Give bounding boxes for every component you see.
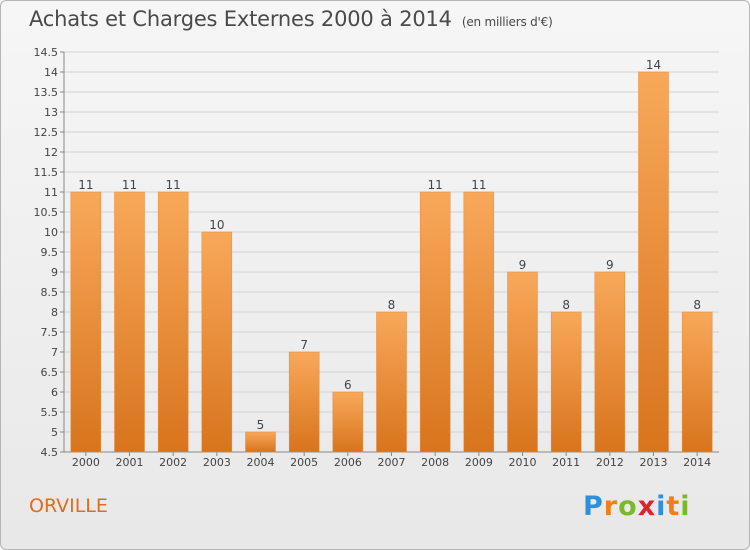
data-label-2014: 8 — [693, 298, 701, 312]
bar-2002 — [157, 191, 189, 453]
x-tick-label-2013: 2013 — [640, 456, 668, 469]
y-tick-label: 6.5 — [41, 366, 59, 379]
bar-2001 — [114, 191, 145, 453]
x-tick-label-2002: 2002 — [159, 456, 187, 469]
logo-letter: x — [637, 491, 657, 522]
chart-title: Achats et Charges Externes 2000 à 2014 — [29, 7, 452, 31]
data-label-2007: 8 — [388, 298, 396, 312]
bar-2004 — [245, 431, 276, 453]
logo-letter: o — [618, 491, 638, 522]
x-tick-label-2000: 2000 — [72, 456, 100, 469]
data-label-2004: 5 — [257, 418, 265, 432]
y-tick-label: 7 — [51, 346, 58, 359]
x-tick-label-2004: 2004 — [247, 456, 275, 469]
bar-2005 — [288, 351, 320, 453]
bar-2009 — [463, 191, 495, 453]
x-tick-label-2005: 2005 — [290, 456, 318, 469]
x-tick-label-2007: 2007 — [378, 456, 406, 469]
y-tick-label: 8.5 — [41, 286, 59, 299]
y-tick-label: 4.5 — [41, 446, 59, 459]
bar-2000 — [70, 191, 102, 453]
y-tick-label: 13 — [44, 106, 58, 119]
bar-2012 — [594, 271, 626, 453]
y-tick-label: 8 — [51, 306, 58, 319]
logo-letter: r — [603, 491, 619, 522]
data-label-2003: 10 — [209, 218, 224, 232]
bar-2013 — [638, 71, 669, 453]
y-tick-label: 11 — [44, 186, 58, 199]
data-label-2002: 11 — [166, 178, 181, 192]
commune-name: ORVILLE — [29, 495, 108, 517]
bar-2010 — [507, 271, 538, 453]
y-tick-label: 9.5 — [41, 246, 59, 259]
bar-2007 — [376, 311, 407, 453]
y-tick-label: 12.5 — [34, 126, 59, 139]
data-label-2013: 14 — [646, 58, 661, 72]
data-label-2000: 11 — [78, 178, 93, 192]
x-tick-label-2008: 2008 — [421, 456, 449, 469]
logo-letter: P — [583, 491, 604, 522]
logo-letter: i — [680, 491, 691, 522]
bar-2003 — [201, 231, 233, 453]
data-label-2001: 11 — [122, 178, 137, 192]
x-tick-label-2001: 2001 — [116, 456, 144, 469]
bar-2006 — [332, 391, 364, 453]
x-tick-label-2012: 2012 — [596, 456, 624, 469]
y-tick-label: 11.5 — [34, 166, 59, 179]
data-label-2008: 11 — [428, 178, 443, 192]
x-tick-label-2011: 2011 — [552, 456, 580, 469]
y-tick-label: 6 — [51, 386, 58, 399]
label-layer: 11 2000 11 2001 11 2002 10 2003 5 2004 7 2005 6 2006 8… — [72, 58, 711, 469]
y-tick-label: 10 — [44, 226, 58, 239]
bar-2008 — [419, 191, 451, 453]
y-tick-label: 13.5 — [34, 86, 59, 99]
y-tick-label: 12 — [44, 146, 58, 159]
y-tick-label: 9 — [51, 266, 58, 279]
y-tick-label: 5 — [51, 426, 58, 439]
logo-letter: t — [666, 491, 681, 522]
y-tick-label: 10.5 — [34, 206, 59, 219]
chart-title-group: Achats et Charges Externes 2000 à 2014 (e… — [29, 7, 553, 31]
data-label-2009: 11 — [471, 178, 486, 192]
data-label-2005: 7 — [300, 338, 308, 352]
data-label-2011: 8 — [562, 298, 570, 312]
y-tick-label: 5.5 — [41, 406, 59, 419]
data-label-2006: 6 — [344, 378, 352, 392]
bar-2014 — [681, 311, 713, 453]
bar-2011 — [550, 311, 582, 453]
x-tick-label-2010: 2010 — [509, 456, 537, 469]
x-tick-label-2014: 2014 — [683, 456, 711, 469]
x-tick-label-2009: 2009 — [465, 456, 493, 469]
bar-layer — [70, 71, 713, 453]
proxiti-logo[interactable]: Proxiti — [583, 491, 691, 522]
chart-subtitle: (en milliers d'€) — [461, 15, 553, 29]
y-tick-label: 7.5 — [41, 326, 59, 339]
data-label-2012: 9 — [606, 258, 614, 272]
x-tick-label-2006: 2006 — [334, 456, 362, 469]
y-tick-label: 14.5 — [34, 46, 59, 59]
data-label-2010: 9 — [519, 258, 527, 272]
y-tick-label: 14 — [44, 66, 58, 79]
logo-letter: i — [656, 491, 667, 522]
x-tick-label-2003: 2003 — [203, 456, 231, 469]
